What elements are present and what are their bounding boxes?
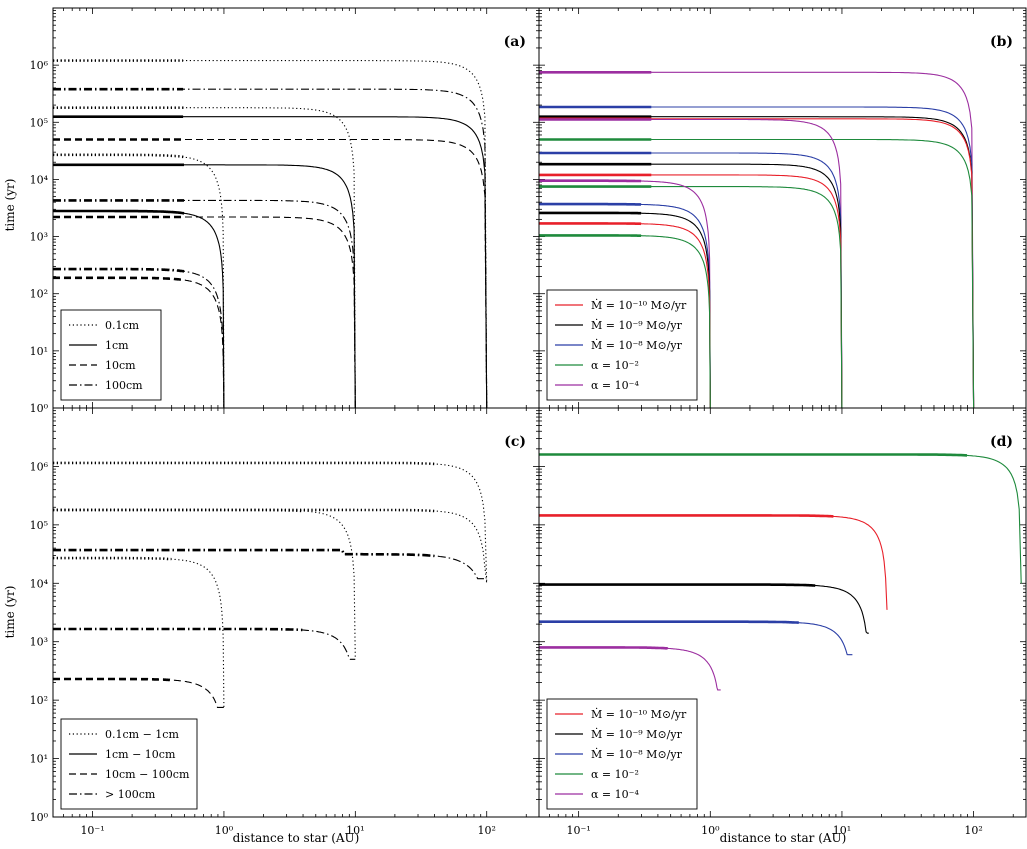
x-tick-label: 10⁰ (701, 824, 720, 837)
legend-label: 0.1cm (105, 319, 140, 332)
series-thick-segment (53, 153, 185, 159)
y-tick-label: 10⁵ (30, 519, 48, 532)
series-thick-segment (539, 620, 799, 624)
legend-label: α = 10⁻⁴ (591, 788, 639, 801)
legend: 0.1cm 1cm 10cm 100cm (60, 309, 162, 401)
panel-label: (d) (990, 434, 1013, 450)
panel-c: 10⁻¹ 10⁰ 10¹ 10² 10⁰ 10¹ 10² 10³ 10⁴ 10⁵ 10⁶ (c) 0.1… (30, 407, 540, 837)
series-thick-segment (53, 508, 303, 513)
series-thick-segment (53, 276, 185, 282)
legend-label: α = 10⁻⁴ (591, 379, 639, 392)
y-tick-label: 10³ (30, 231, 48, 244)
panel-label: (c) (504, 434, 526, 450)
series-line (53, 88, 488, 408)
series-thick-segment (53, 548, 435, 558)
y-tick-label: 10⁵ (30, 116, 48, 129)
legend: Ṁ = 10⁻¹⁰ M⊙/yr Ṁ = 10⁻⁹ M⊙/yr Ṁ = 10⁻⁸ M⊙… (546, 289, 698, 401)
series-thick-segment (53, 677, 172, 682)
x-tick-label: 10¹ (346, 824, 364, 837)
legend-label: Ṁ = 10⁻¹⁰ M⊙/yr (591, 298, 687, 312)
legend: Ṁ = 10⁻¹⁰ M⊙/yr Ṁ = 10⁻⁹ M⊙/yr Ṁ = 10⁻⁸ M⊙… (546, 698, 698, 810)
series-line (539, 646, 721, 691)
panel-d: 10⁻¹ 10⁰ 10¹ 10² (d) Ṁ = 10⁻¹⁰ M⊙/yr Ṁ = 10⁻⁹ … (538, 407, 1027, 837)
series-thick-segment (53, 267, 185, 273)
series-line (539, 453, 1022, 584)
legend-label: > 100cm (105, 788, 156, 801)
y-tick-label: 10³ (30, 636, 48, 649)
series-thick-segment (53, 627, 303, 632)
legend: 0.1cm − 1cm 1cm − 10cm 10cm − 100cm > 100cm (60, 718, 198, 810)
legend-label: 10cm (105, 359, 136, 372)
legend-label: Ṁ = 10⁻⁹ M⊙/yr (591, 318, 683, 332)
series-line (53, 268, 225, 408)
y-tick-label: 10⁶ (30, 59, 49, 72)
panels-layer: 10⁰ 10¹ 10² 10³ 10⁴ 10⁵ 10⁶ (a) 0.1cm 1cm 10cm 100c… (30, 7, 1027, 837)
series-thick-segment (53, 556, 172, 561)
legend-label: 1cm − 10cm (105, 748, 176, 761)
series-group (539, 71, 975, 408)
series-thick-segment (539, 646, 668, 650)
legend-label: Ṁ = 10⁻⁸ M⊙/yr (591, 338, 683, 352)
legend-label: 10cm − 100cm (105, 768, 190, 781)
y-tick-label: 10² (30, 694, 48, 707)
series-group (539, 453, 1022, 691)
legend-label: Ṁ = 10⁻⁸ M⊙/yr (591, 747, 683, 761)
y-axis-label-bottom: time (yr) (3, 586, 17, 639)
series-line (539, 514, 888, 610)
series-line (53, 509, 488, 584)
series-line (53, 628, 356, 660)
x-tick-label: 10² (964, 824, 982, 837)
x-tick-label: 10⁻¹ (567, 824, 591, 837)
panel-label: (a) (504, 34, 526, 50)
series-line (53, 549, 487, 580)
y-tick-label: 10⁴ (30, 173, 49, 186)
series-line (539, 584, 869, 634)
y-tick-label: 10¹ (30, 753, 48, 766)
series-line (539, 621, 853, 656)
legend-label: α = 10⁻² (591, 768, 639, 781)
y-tick-label: 10⁰ (30, 402, 49, 415)
x-tick-label: 10⁰ (215, 824, 234, 837)
series-thick-segment (53, 209, 185, 215)
y-tick-label: 10⁴ (30, 577, 49, 590)
series-line (53, 462, 488, 584)
x-tick-label: 10¹ (833, 824, 851, 837)
series-group (53, 59, 488, 408)
y-tick-label: 10¹ (30, 345, 48, 358)
series-thick-segment (539, 514, 834, 518)
y-tick-label: 10⁶ (30, 460, 49, 473)
axes-frame (538, 407, 1027, 818)
legend-label: α = 10⁻² (591, 359, 639, 372)
y-tick-label: 10⁰ (30, 811, 49, 824)
series-thick-segment (53, 461, 435, 466)
panel-b: (b) Ṁ = 10⁻¹⁰ M⊙/yr Ṁ = 10⁻⁹ M⊙/yr Ṁ = 10⁻⁸… (538, 7, 1027, 409)
legend-label: Ṁ = 10⁻⁹ M⊙/yr (591, 727, 683, 741)
x-axis-label-right: distance to star (AU) (720, 831, 847, 845)
legend-label: 1cm (105, 339, 129, 352)
x-tick-label: 10² (478, 824, 496, 837)
series-line (53, 509, 356, 660)
y-axis-label-top: time (yr) (3, 179, 17, 232)
legend-frame (60, 718, 198, 810)
series-group (53, 461, 488, 708)
panel-label: (b) (990, 34, 1013, 50)
x-tick-label: 10⁻¹ (80, 824, 104, 837)
y-tick-label: 10² (30, 288, 48, 301)
x-axis-label-left: distance to star (AU) (233, 831, 360, 845)
series-thick-segment (539, 453, 968, 457)
legend-label: 100cm (105, 379, 143, 392)
panel-a: 10⁰ 10¹ 10² 10³ 10⁴ 10⁵ 10⁶ (a) 0.1cm 1cm 10cm 100c… (30, 7, 540, 415)
series-thick-segment (539, 583, 816, 587)
series-line (53, 678, 224, 708)
legend-label: Ṁ = 10⁻¹⁰ M⊙/yr (591, 707, 687, 721)
legend-label: 0.1cm − 1cm (105, 728, 179, 741)
